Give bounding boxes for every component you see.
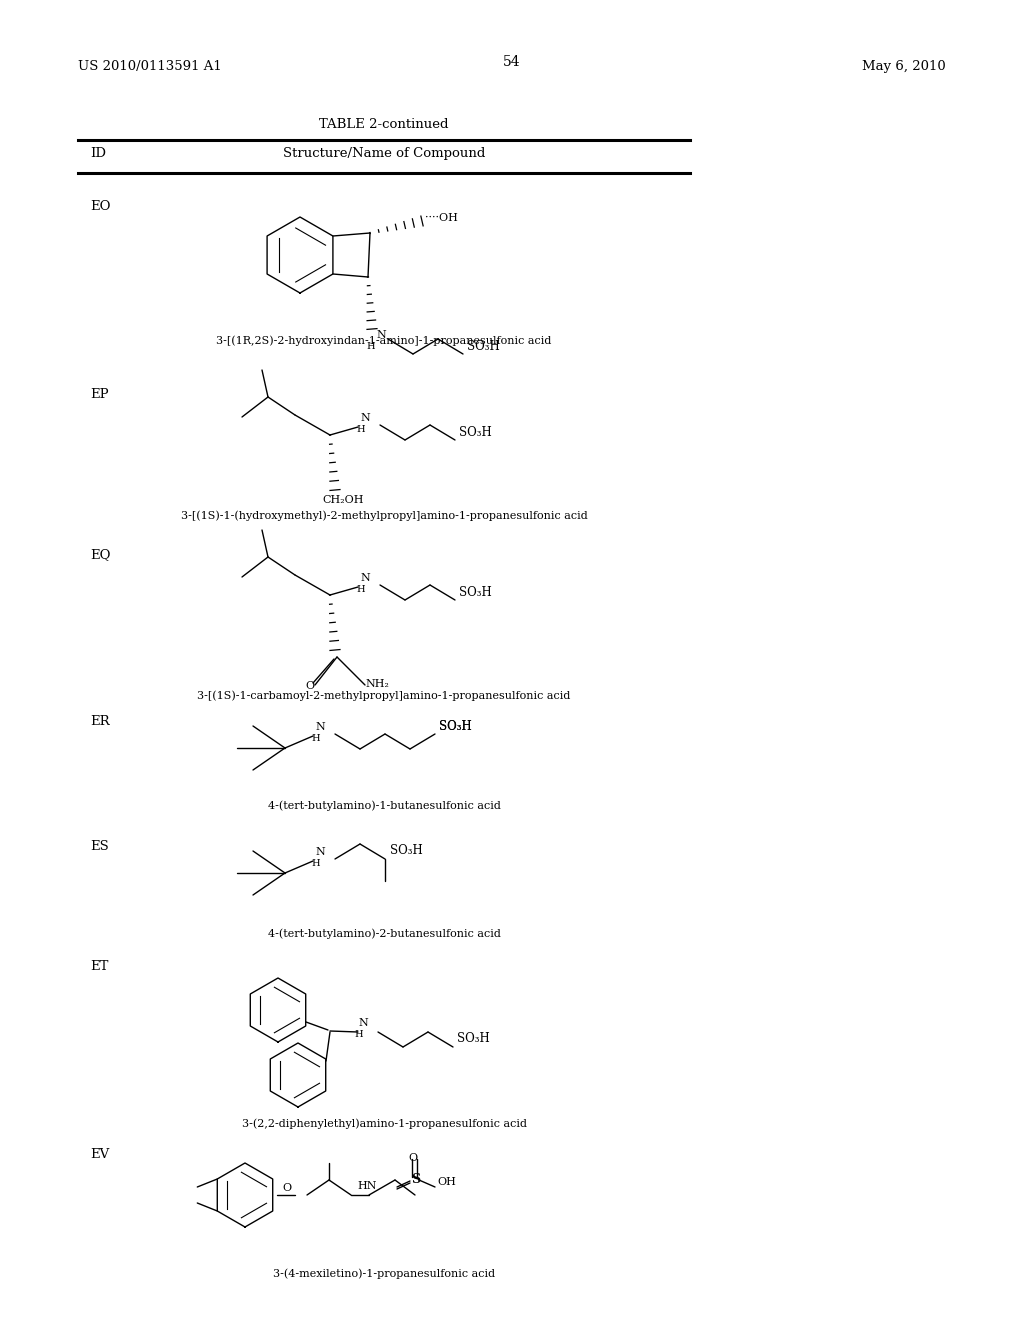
- Text: SO₃H: SO₃H: [390, 845, 423, 858]
- Text: S: S: [411, 1173, 420, 1185]
- Text: N: N: [376, 330, 386, 341]
- Text: N: N: [315, 722, 325, 733]
- Text: SO₃H: SO₃H: [467, 339, 500, 352]
- Text: 3-[(1S)-1-carbamoyl-2-methylpropyl]amino-1-propanesulfonic acid: 3-[(1S)-1-carbamoyl-2-methylpropyl]amino…: [198, 690, 570, 701]
- Text: SO₃H: SO₃H: [459, 586, 492, 598]
- Text: EP: EP: [90, 388, 109, 401]
- Text: ID: ID: [90, 147, 106, 160]
- Text: H: H: [366, 342, 375, 351]
- Text: N: N: [315, 847, 325, 857]
- Text: NH₂: NH₂: [365, 678, 389, 689]
- Text: 3-[(1R,2S)-2-hydroxyindan-1-amino]-1-propanesulfonic acid: 3-[(1R,2S)-2-hydroxyindan-1-amino]-1-pro…: [216, 335, 552, 346]
- Text: N: N: [358, 1018, 368, 1028]
- Text: 54: 54: [503, 55, 521, 69]
- Text: SO₃H: SO₃H: [439, 719, 472, 733]
- Text: Structure/Name of Compound: Structure/Name of Compound: [283, 147, 485, 160]
- Text: EQ: EQ: [90, 548, 111, 561]
- Text: H: H: [354, 1030, 362, 1039]
- Text: SO₃H: SO₃H: [439, 719, 472, 733]
- Text: H: H: [311, 734, 319, 743]
- Text: SO₃H: SO₃H: [457, 1032, 489, 1045]
- Text: 3-[(1S)-1-(hydroxymethyl)-2-methylpropyl]amino-1-propanesulfonic acid: 3-[(1S)-1-(hydroxymethyl)-2-methylpropyl…: [180, 510, 588, 520]
- Text: N: N: [360, 573, 370, 583]
- Text: 4-(tert-butylamino)-2-butanesulfonic acid: 4-(tert-butylamino)-2-butanesulfonic aci…: [267, 928, 501, 939]
- Text: CH₂OH: CH₂OH: [322, 495, 364, 506]
- Text: ER: ER: [90, 715, 110, 729]
- Text: H: H: [356, 585, 365, 594]
- Text: EO: EO: [90, 201, 111, 213]
- Text: May 6, 2010: May 6, 2010: [862, 59, 946, 73]
- Text: ES: ES: [90, 840, 109, 853]
- Text: EV: EV: [90, 1148, 110, 1162]
- Text: O: O: [409, 1152, 418, 1163]
- Text: ET: ET: [90, 960, 109, 973]
- Text: SO₃H: SO₃H: [459, 425, 492, 438]
- Text: 4-(tert-butylamino)-1-butanesulfonic acid: 4-(tert-butylamino)-1-butanesulfonic aci…: [267, 800, 501, 810]
- Text: ····OH: ····OH: [425, 213, 458, 223]
- Text: 3-(2,2-diphenylethyl)amino-1-propanesulfonic acid: 3-(2,2-diphenylethyl)amino-1-propanesulf…: [242, 1118, 526, 1129]
- Text: OH: OH: [437, 1177, 456, 1187]
- Text: N: N: [360, 413, 370, 422]
- Text: HN: HN: [357, 1181, 377, 1191]
- Text: O: O: [305, 681, 314, 690]
- Text: O: O: [282, 1183, 291, 1193]
- Text: 3-(4-mexiletino)-1-propanesulfonic acid: 3-(4-mexiletino)-1-propanesulfonic acid: [273, 1269, 495, 1279]
- Text: US 2010/0113591 A1: US 2010/0113591 A1: [78, 59, 222, 73]
- Text: H: H: [356, 425, 365, 434]
- Text: H: H: [311, 859, 319, 869]
- Text: TABLE 2-continued: TABLE 2-continued: [319, 117, 449, 131]
